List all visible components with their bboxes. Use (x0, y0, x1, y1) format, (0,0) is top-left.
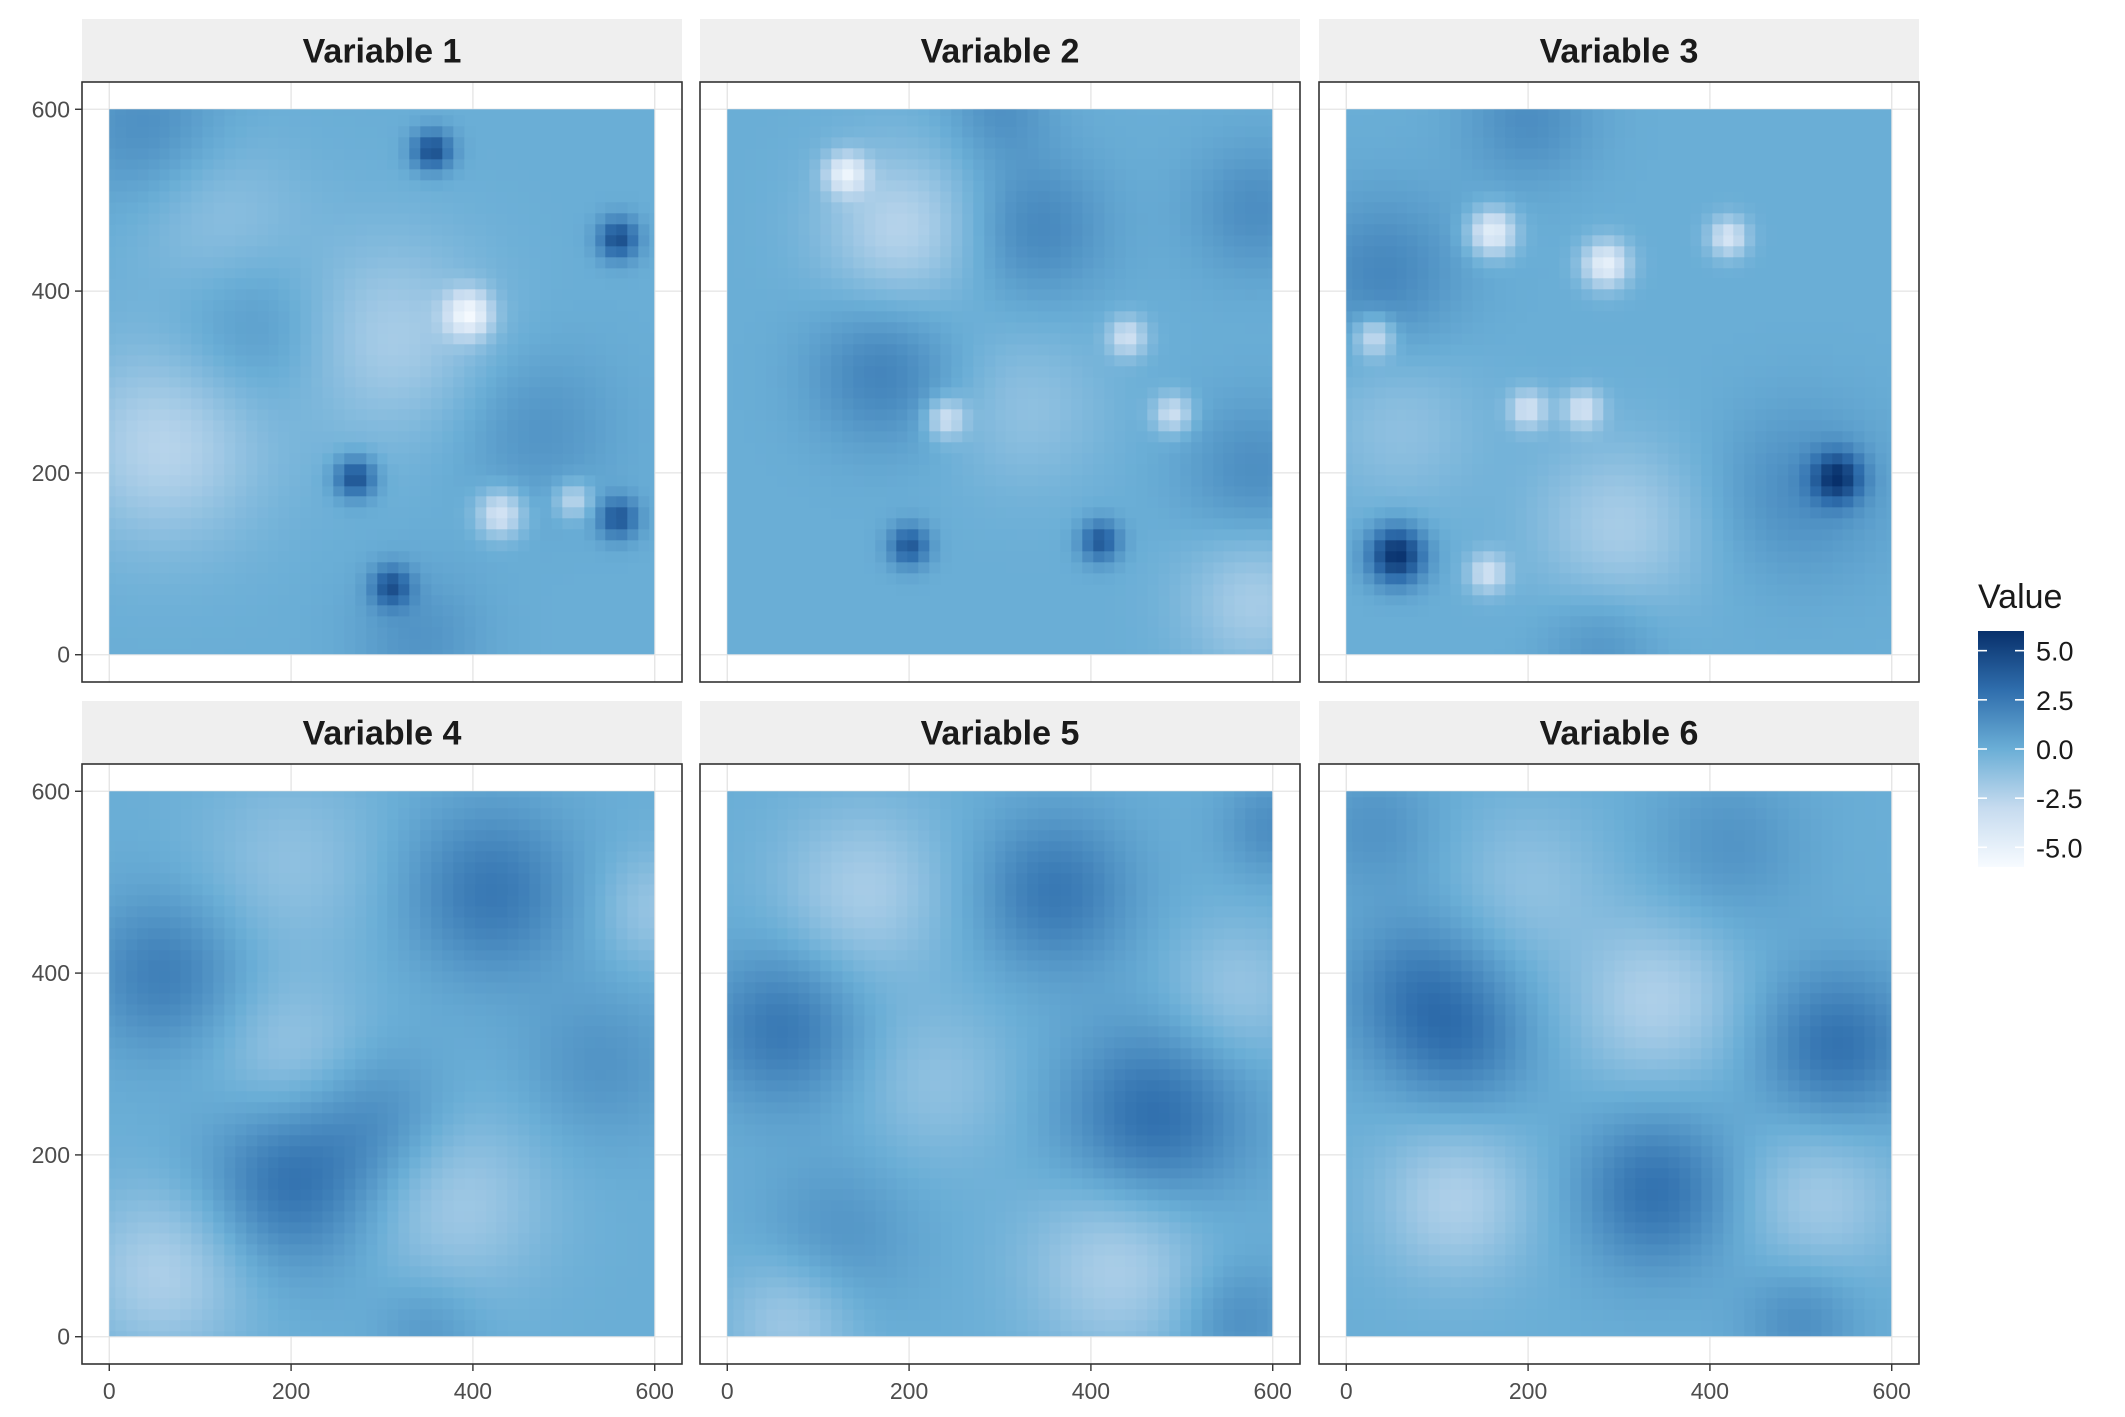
legend-label: -2.5 (2036, 784, 2083, 814)
x-tick-label: 0 (103, 1378, 116, 1404)
heatmap-raster (727, 791, 1273, 1337)
x-tick-label: 600 (636, 1378, 674, 1404)
facet-title: Variable 2 (921, 33, 1080, 71)
legend-title: Value (1978, 578, 2062, 616)
heatmap-raster (1346, 109, 1892, 655)
panel-border (1318, 763, 1920, 1365)
y-tick-label: 200 (32, 1142, 70, 1168)
facet-panel: Variable 5 0 200 400 600 (699, 701, 1301, 1404)
x-tick-label: 400 (1072, 1378, 1110, 1404)
facet-panel: Variable 6 0 200 400 600 (1318, 701, 1920, 1404)
facet-strip (82, 19, 682, 82)
legend-label: -5.0 (2036, 833, 2083, 863)
x-tick-label: 600 (1873, 1378, 1911, 1404)
facet-strip (1319, 19, 1919, 82)
x-tick-label: 200 (272, 1378, 310, 1404)
legend-label: 0.0 (2036, 735, 2074, 765)
heatmap-raster (727, 109, 1273, 655)
legend-label: 5.0 (2036, 637, 2074, 667)
x-tick-label: 0 (721, 1378, 734, 1404)
legend-ticks: 5.0 2.5 0.0 -2.5 -5.0 (1978, 637, 2083, 863)
facet-strip (1319, 701, 1919, 764)
color-legend: Value 5.0 2.5 0.0 -2.5 -5.0 (1978, 578, 2083, 867)
heatmap-raster (109, 791, 655, 1337)
panel-border (81, 763, 683, 1365)
panel-border (1318, 81, 1920, 683)
y-tick-label: 400 (32, 960, 70, 986)
x-tick-label: 400 (454, 1378, 492, 1404)
facet-title: Variable 4 (303, 715, 462, 753)
y-tick-label: 0 (57, 642, 70, 668)
x-tick-label: 0 (1340, 1378, 1353, 1404)
facet-panel: Variable 3 (1318, 19, 1920, 683)
facet-strip (82, 701, 682, 764)
facet-panel: Variable 1 0 200 400 600 (32, 19, 683, 683)
y-tick-label: 600 (32, 96, 70, 122)
facet-title: Variable 5 (921, 715, 1080, 753)
facet-strip (700, 701, 1300, 764)
y-tick-label: 200 (32, 460, 70, 486)
y-tick-label: 600 (32, 778, 70, 804)
facet-strip (700, 19, 1300, 82)
heatmap-raster (1346, 791, 1892, 1337)
x-tick-label: 600 (1254, 1378, 1292, 1404)
panel-border (699, 81, 1301, 683)
facet-title: Variable 3 (1540, 33, 1699, 71)
facet-panel: Variable 4 0 200 400 600 0 200 400 600 (32, 701, 683, 1404)
x-tick-label: 200 (890, 1378, 928, 1404)
facet-title: Variable 6 (1540, 715, 1699, 753)
legend-label: 2.5 (2036, 686, 2074, 716)
panel-border (81, 81, 683, 683)
facet-panel: Variable 2 (699, 19, 1301, 683)
x-tick-label: 400 (1691, 1378, 1729, 1404)
heatmap-raster (109, 109, 655, 655)
y-tick-label: 0 (57, 1324, 70, 1350)
panel-border (699, 763, 1301, 1365)
x-tick-label: 200 (1509, 1378, 1547, 1404)
y-tick-label: 400 (32, 278, 70, 304)
facet-title: Variable 1 (303, 33, 462, 71)
facet-panels: Variable 1 0 200 400 600 Variable 2 Variable 3… (32, 19, 1920, 1404)
